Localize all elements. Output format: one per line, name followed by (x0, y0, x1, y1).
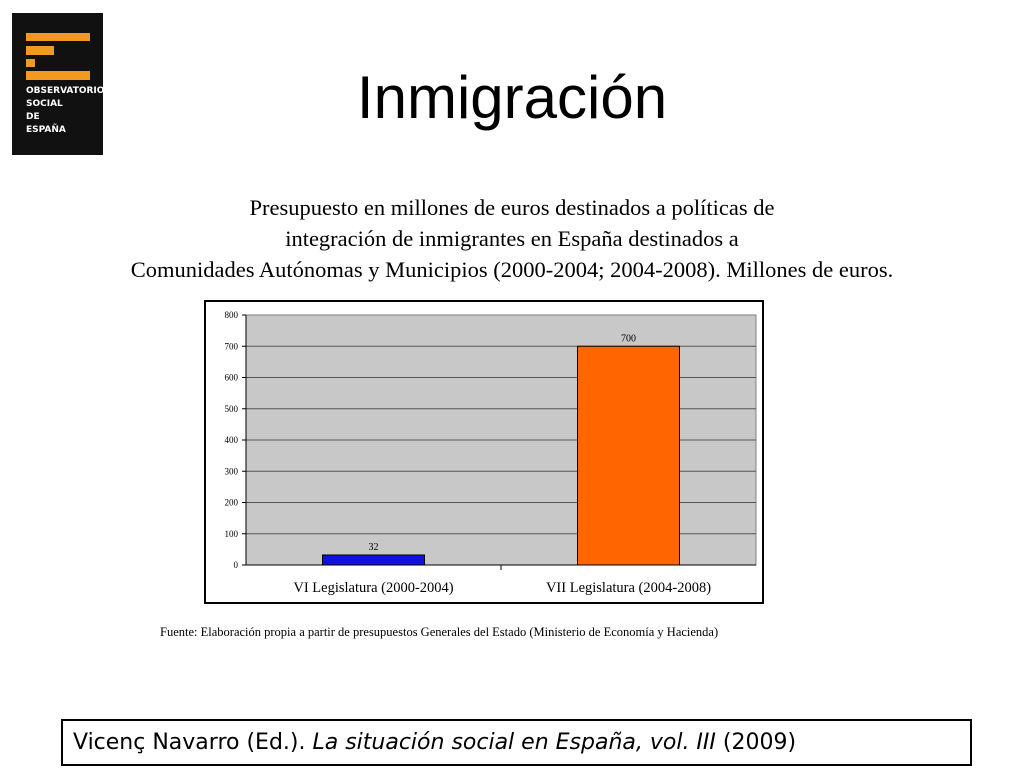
page-title: Inmigración (356, 64, 668, 131)
citation-year: (2009) (722, 730, 797, 755)
subtitle-line-3: Comunidades Autónomas y Municipios (2000… (130, 257, 894, 282)
y-tick-label-100: 100 (225, 529, 239, 539)
citation-box: Vicenç Navarro (Ed.). La situación socia… (61, 719, 972, 766)
bar-1 (322, 554, 425, 566)
logo-line-4: ESPAÑA (26, 125, 66, 135)
logo-text: OBSERVATORIO SOCIAL DE ESPAÑA (26, 85, 104, 137)
observatorio-logo: OBSERVATORIO SOCIAL DE ESPAÑA (12, 13, 104, 155)
citation-author: Vicenç Navarro (Ed.). (73, 730, 306, 755)
bar-2 (577, 345, 680, 566)
logo-line-3: DE (26, 112, 40, 122)
logo-bar-middle (26, 46, 54, 55)
subtitle-line-2: integración de inmigrantes en España des… (285, 226, 739, 251)
y-tick-label-700: 700 (225, 341, 239, 351)
chart-svg: 0 100 200 300 400 500 600 700 800 32 VI Legislatur… (225, 310, 757, 596)
citation-work: La situación social en España, vol. III (312, 730, 716, 755)
y-tick-label-400: 400 (225, 435, 239, 445)
y-tick-label-600: 600 (225, 373, 239, 383)
source-note: Fuente: Elaboración propia a partir de p… (160, 625, 719, 639)
y-tick-label-800: 800 (225, 310, 239, 320)
subtitle-line-1: Presupuesto en millones de euros destina… (249, 195, 775, 220)
category-label-2: VII Legislatura (2004-2008) (546, 580, 711, 596)
y-tick-label-300: 300 (225, 466, 239, 476)
logo-bar-small (26, 59, 35, 67)
logo-bar-bottom (26, 71, 90, 80)
logo-line-2: SOCIAL (26, 99, 63, 109)
data-label-1: 32 (369, 542, 379, 553)
logo-line-1: OBSERVATORIO (26, 86, 105, 96)
category-label-1: VI Legislatura (2000-2004) (293, 580, 453, 596)
y-tick-label-0: 0 (234, 560, 239, 570)
bar-chart: 0 100 200 300 400 500 600 700 800 32 VI Legislatur… (204, 300, 764, 604)
y-tick-label-200: 200 (225, 498, 239, 508)
chart-subtitle: Presupuesto en millones de euros destina… (0, 192, 1024, 285)
data-label-2: 700 (621, 333, 636, 344)
logo-bar-top (26, 33, 90, 41)
y-tick-label-500: 500 (225, 404, 239, 414)
